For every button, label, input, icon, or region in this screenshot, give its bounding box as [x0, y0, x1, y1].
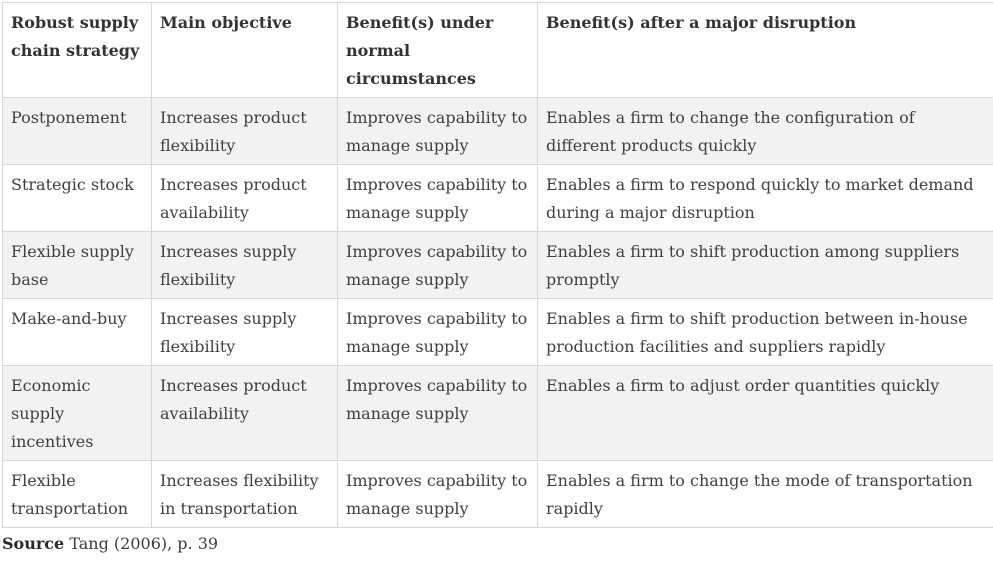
source-text: Tang (2006), p. 39: [69, 534, 219, 553]
robust-supply-chain-table: Robust supply chain strategy Main object…: [2, 2, 993, 528]
cell-objective: Increases flexibility in transportation: [151, 460, 338, 528]
header-benefit-disruption: Benefit(s) after a major disruption: [537, 2, 993, 98]
table-row: Strategic stock Increases product availa…: [2, 164, 993, 232]
source-citation: Source Tang (2006), p. 39: [2, 532, 218, 556]
cell-benefit-disruption: Enables a firm to adjust order quantitie…: [537, 365, 993, 461]
table-row: Flexible transportation Increases flexib…: [2, 460, 993, 528]
cell-strategy: Postponement: [2, 97, 152, 165]
cell-objective: Increases supply flexibility: [151, 298, 338, 366]
table-row: Flexible supply base Increases supply fl…: [2, 231, 993, 299]
header-benefit-normal: Benefit(s) under normal circumstances: [337, 2, 538, 98]
cell-benefit-normal: Improves capability to manage supply: [337, 231, 538, 299]
cell-strategy: Economic supply incentives: [2, 365, 152, 461]
source-label: Source: [2, 534, 65, 553]
table-row: Economic supply incentives Increases pro…: [2, 365, 993, 461]
cell-benefit-disruption: Enables a firm to shift production betwe…: [537, 298, 993, 366]
table-header-row: Robust supply chain strategy Main object…: [2, 2, 993, 98]
cell-objective: Increases product availability: [151, 365, 338, 461]
strategy-table-container: Robust supply chain strategy Main object…: [2, 2, 993, 528]
cell-benefit-disruption: Enables a firm to change the configurati…: [537, 97, 993, 165]
cell-benefit-disruption: Enables a firm to change the mode of tra…: [537, 460, 993, 528]
cell-benefit-normal: Improves capability to manage supply: [337, 298, 538, 366]
cell-strategy: Make-and-buy: [2, 298, 152, 366]
cell-strategy: Flexible supply base: [2, 231, 152, 299]
cell-benefit-disruption: Enables a firm to shift production among…: [537, 231, 993, 299]
cell-strategy: Flexible transportation: [2, 460, 152, 528]
cell-benefit-normal: Improves capability to manage supply: [337, 164, 538, 232]
cell-strategy: Strategic stock: [2, 164, 152, 232]
cell-benefit-normal: Improves capability to manage supply: [337, 460, 538, 528]
table-row: Postponement Increases product flexibili…: [2, 97, 993, 165]
cell-objective: Increases supply flexibility: [151, 231, 338, 299]
table-row: Make-and-buy Increases supply flexibilit…: [2, 298, 993, 366]
cell-objective: Increases product availability: [151, 164, 338, 232]
cell-objective: Increases product flexibility: [151, 97, 338, 165]
cell-benefit-normal: Improves capability to manage supply: [337, 97, 538, 165]
cell-benefit-normal: Improves capability to manage supply: [337, 365, 538, 461]
header-main-objective: Main objective: [151, 2, 338, 98]
cell-benefit-disruption: Enables a firm to respond quickly to mar…: [537, 164, 993, 232]
header-strategy: Robust supply chain strategy: [2, 2, 152, 98]
